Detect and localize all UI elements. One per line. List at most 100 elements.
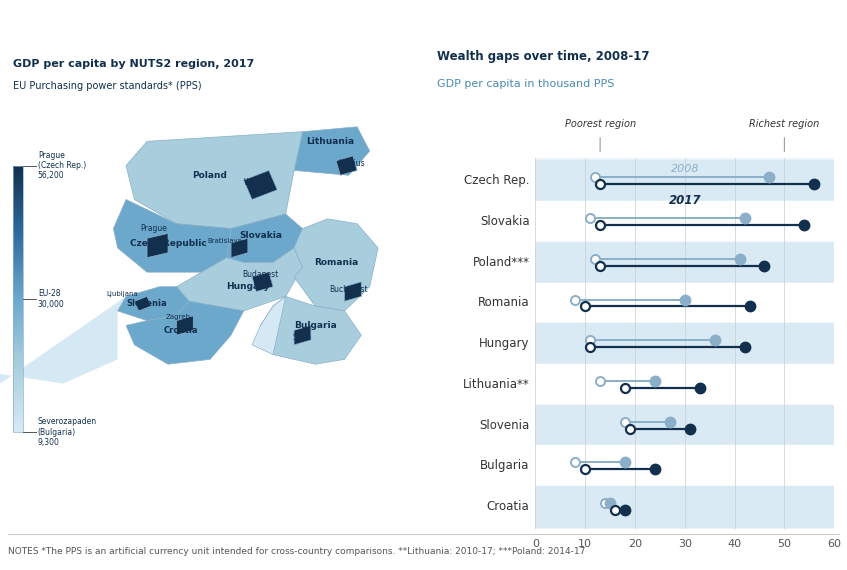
Bar xyxy=(13,168,23,171)
Bar xyxy=(13,344,23,347)
Bar xyxy=(13,165,23,168)
Bar xyxy=(13,264,23,267)
Bar xyxy=(13,203,23,206)
Bar xyxy=(13,403,23,405)
Bar xyxy=(13,411,23,413)
Text: Croatia: Croatia xyxy=(163,326,198,335)
Polygon shape xyxy=(113,200,231,272)
Bar xyxy=(13,307,23,310)
Bar xyxy=(13,336,23,339)
Text: Slovakia: Slovakia xyxy=(480,215,529,228)
Bar xyxy=(13,184,23,187)
Bar xyxy=(13,331,23,333)
Bar xyxy=(13,365,23,368)
Bar xyxy=(13,333,23,336)
Bar xyxy=(13,214,23,216)
Bar xyxy=(13,408,23,411)
Text: Wealth gaps over time, 2008-17: Wealth gaps over time, 2008-17 xyxy=(437,50,650,63)
Text: Poland: Poland xyxy=(192,171,228,180)
Bar xyxy=(13,246,23,248)
Text: Relative poverty has been virtually static: Relative poverty has been virtually stat… xyxy=(433,16,743,28)
Polygon shape xyxy=(0,296,126,384)
Text: Poorest region: Poorest region xyxy=(565,119,636,129)
Bar xyxy=(13,187,23,190)
Text: Warsaw: Warsaw xyxy=(243,178,274,187)
Bar xyxy=(13,262,23,264)
Bar xyxy=(13,381,23,384)
Text: Sofia: Sofia xyxy=(293,333,312,342)
Bar xyxy=(13,291,23,294)
Bar xyxy=(535,283,834,323)
Bar xyxy=(13,352,23,355)
Bar xyxy=(13,174,23,176)
Bar xyxy=(13,251,23,254)
Bar xyxy=(13,272,23,275)
Text: Prague: Prague xyxy=(140,224,167,233)
Bar xyxy=(13,400,23,403)
Bar xyxy=(13,208,23,211)
Bar xyxy=(13,267,23,270)
Bar xyxy=(13,283,23,286)
Bar xyxy=(13,235,23,238)
Bar xyxy=(13,363,23,365)
Polygon shape xyxy=(261,296,362,364)
Bar xyxy=(13,216,23,219)
Bar xyxy=(13,325,23,328)
Bar xyxy=(535,242,834,283)
Text: Prague
(Czech Rep.)
56,200: Prague (Czech Rep.) 56,200 xyxy=(38,150,86,181)
Text: Bulgaria: Bulgaria xyxy=(480,459,529,473)
Polygon shape xyxy=(336,156,357,175)
Polygon shape xyxy=(244,170,277,200)
Bar xyxy=(13,397,23,400)
Bar xyxy=(535,161,834,201)
Text: National capitals are the richest regions: National capitals are the richest region… xyxy=(13,16,315,28)
Bar xyxy=(13,280,23,283)
Bar xyxy=(535,405,834,446)
Bar xyxy=(13,302,23,304)
Polygon shape xyxy=(231,238,248,258)
Bar xyxy=(13,384,23,387)
Bar xyxy=(13,176,23,179)
Bar xyxy=(13,200,23,203)
Text: Budapest: Budapest xyxy=(242,270,279,279)
Bar xyxy=(535,201,834,242)
Bar xyxy=(13,368,23,371)
Bar xyxy=(13,190,23,192)
Text: Bulgaria: Bulgaria xyxy=(294,321,336,330)
Bar xyxy=(13,347,23,349)
Bar xyxy=(13,310,23,312)
Text: GDP per capita in thousand PPS: GDP per capita in thousand PPS xyxy=(437,79,615,89)
Bar xyxy=(535,364,834,405)
Bar xyxy=(13,224,23,227)
Text: GDP per capita by NUTS2 region, 2017: GDP per capita by NUTS2 region, 2017 xyxy=(13,59,254,69)
Bar xyxy=(13,392,23,395)
Text: Lithuania**: Lithuania** xyxy=(462,378,529,391)
Bar xyxy=(13,211,23,214)
Bar xyxy=(13,323,23,325)
Text: Severozapaden
(Bulgaria)
9,300: Severozapaden (Bulgaria) 9,300 xyxy=(38,417,97,447)
Text: Richest region: Richest region xyxy=(750,119,820,129)
Bar xyxy=(13,275,23,278)
Bar xyxy=(13,405,23,408)
Bar xyxy=(535,446,834,486)
Polygon shape xyxy=(126,301,244,364)
Bar xyxy=(13,227,23,230)
Bar xyxy=(13,256,23,259)
Bar xyxy=(13,198,23,200)
Bar xyxy=(13,312,23,315)
Bar xyxy=(13,304,23,307)
Bar xyxy=(13,387,23,389)
Bar xyxy=(13,182,23,184)
Bar xyxy=(13,370,23,373)
Text: Vilnius: Vilnius xyxy=(340,158,366,168)
Bar xyxy=(13,360,23,363)
Text: Czech Rep.: Czech Rep. xyxy=(464,174,529,188)
Text: Slovakia: Slovakia xyxy=(239,231,282,241)
Polygon shape xyxy=(135,296,152,311)
Polygon shape xyxy=(126,132,302,229)
Text: EU-28
30,000: EU-28 30,000 xyxy=(38,289,64,308)
Bar xyxy=(13,421,23,424)
Bar xyxy=(13,219,23,222)
Bar xyxy=(13,165,23,432)
Bar xyxy=(13,413,23,416)
